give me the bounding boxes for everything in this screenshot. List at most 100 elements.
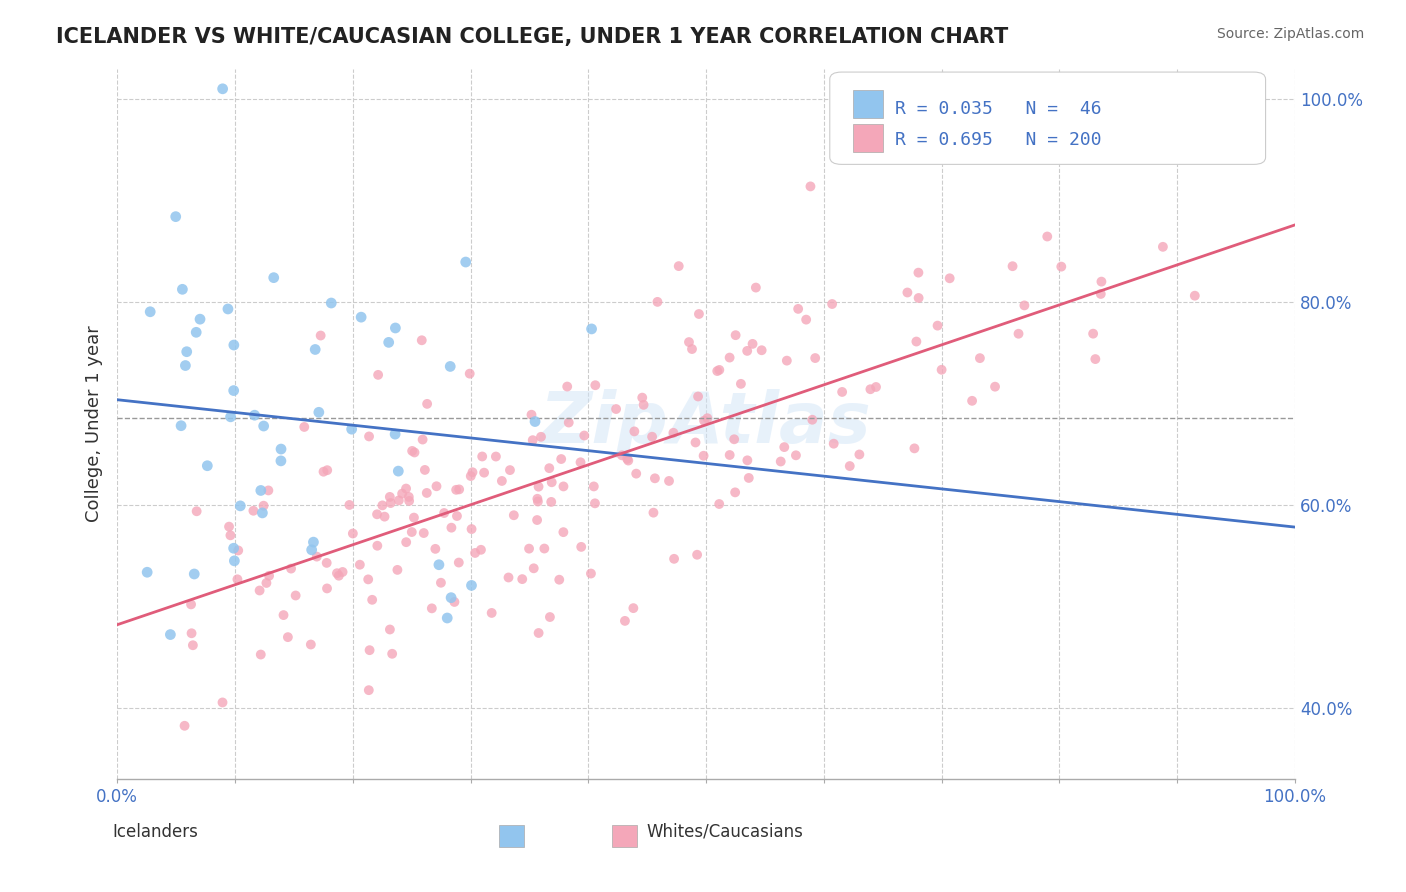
Whites/Caucasians [907,291,929,305]
Whites/Caucasians [249,648,271,662]
Icelanders [195,458,218,473]
Whites/Caucasians [633,398,655,412]
Whites/Caucasians [398,490,420,504]
Whites/Caucasians [378,623,401,637]
Whites/Caucasians [569,455,592,469]
Icelanders [454,255,477,269]
Whites/Caucasians [252,499,274,513]
Whites/Caucasians [613,614,636,628]
Whites/Caucasians [526,491,548,506]
Whites/Caucasians [449,483,471,497]
Icelanders [302,535,325,549]
Whites/Caucasians [257,483,280,498]
Whites/Caucasians [1014,298,1036,312]
Whites/Caucasians [709,497,731,511]
Whites/Caucasians [859,382,882,396]
Icelanders [136,566,159,580]
Whites/Caucasians [550,452,572,467]
Whites/Caucasians [357,429,380,443]
Whites/Caucasians [723,432,745,446]
Whites/Caucasians [446,508,468,523]
Whites/Caucasians [374,509,396,524]
Whites/Caucasians [1090,275,1112,289]
Icelanders [176,344,198,359]
Whites/Caucasians [724,328,747,343]
Whites/Caucasians [444,483,467,497]
Whites/Caucasians [416,486,439,500]
FancyBboxPatch shape [853,90,883,119]
Whites/Caucasians [741,337,763,351]
Whites/Caucasians [538,461,561,475]
Whites/Caucasians [769,454,792,468]
Whites/Caucasians [367,368,389,382]
Whites/Caucasians [460,522,482,536]
Whites/Caucasians [292,420,315,434]
Whites/Caucasians [242,504,264,518]
Whites/Caucasians [395,535,418,549]
Icelanders [224,554,246,568]
Whites/Caucasians [662,425,685,440]
Whites/Caucasians [658,474,681,488]
Whites/Caucasians [398,494,420,508]
Whites/Caucasians [574,428,596,442]
Whites/Caucasians [277,630,299,644]
Whites/Caucasians [686,389,709,403]
Whites/Caucasians [180,598,202,612]
Whites/Caucasians [366,539,388,553]
Icelanders [174,359,197,373]
Whites/Caucasians [617,453,640,467]
Whites/Caucasians [481,606,503,620]
Whites/Caucasians [553,479,575,493]
Icelanders [252,506,274,520]
Whites/Caucasians [738,471,761,485]
Text: ZipAtlas: ZipAtlas [540,389,872,458]
Whites/Caucasians [823,436,845,450]
Whites/Caucasians [623,425,645,439]
Whites/Caucasians [388,493,411,508]
Icelanders [301,542,323,557]
Whites/Caucasians [626,467,648,481]
Whites/Caucasians [631,391,654,405]
Whites/Caucasians [688,307,710,321]
Whites/Caucasians [644,471,666,485]
Text: R = 0.695   N = 200: R = 0.695 N = 200 [894,131,1101,149]
Whites/Caucasians [668,259,690,273]
Whites/Caucasians [678,334,700,349]
Whites/Caucasians [491,474,513,488]
Whites/Caucasians [785,448,807,462]
Whites/Caucasians [219,528,242,542]
Whites/Caucasians [794,312,817,326]
Whites/Caucasians [412,433,434,447]
Whites/Caucasians [605,402,627,417]
Text: ICELANDER VS WHITE/CAUCASIAN COLLEGE, UNDER 1 YEAR CORRELATION CHART: ICELANDER VS WHITE/CAUCASIAN COLLEGE, UN… [56,27,1008,46]
Whites/Caucasians [522,433,544,447]
Whites/Caucasians [211,695,233,709]
Whites/Caucasians [693,414,716,428]
Whites/Caucasians [616,451,638,466]
Icelanders [524,415,547,429]
Icelanders [222,384,245,398]
Icelanders [250,483,273,498]
Whites/Caucasians [903,442,925,456]
Whites/Caucasians [180,626,202,640]
Icelanders [222,338,245,352]
Whites/Caucasians [1081,326,1104,341]
Whites/Caucasians [530,430,553,444]
Whites/Caucasians [533,541,555,556]
Icelanders [384,427,406,442]
Whites/Caucasians [724,485,747,500]
Whites/Caucasians [305,549,328,564]
Whites/Caucasians [316,463,339,477]
Whites/Caucasians [461,465,484,479]
Whites/Caucasians [799,179,821,194]
Whites/Caucasians [527,626,550,640]
Whites/Caucasians [1007,326,1029,341]
Whites/Caucasians [686,548,709,562]
Icelanders [183,566,205,581]
Whites/Caucasians [273,608,295,623]
Whites/Caucasians [709,363,731,377]
Text: R = 0.035   N =  46: R = 0.035 N = 46 [894,101,1101,119]
Whites/Caucasians [502,508,524,523]
Whites/Caucasians [696,411,718,425]
Text: Whites/Caucasians: Whites/Caucasians [647,822,804,840]
